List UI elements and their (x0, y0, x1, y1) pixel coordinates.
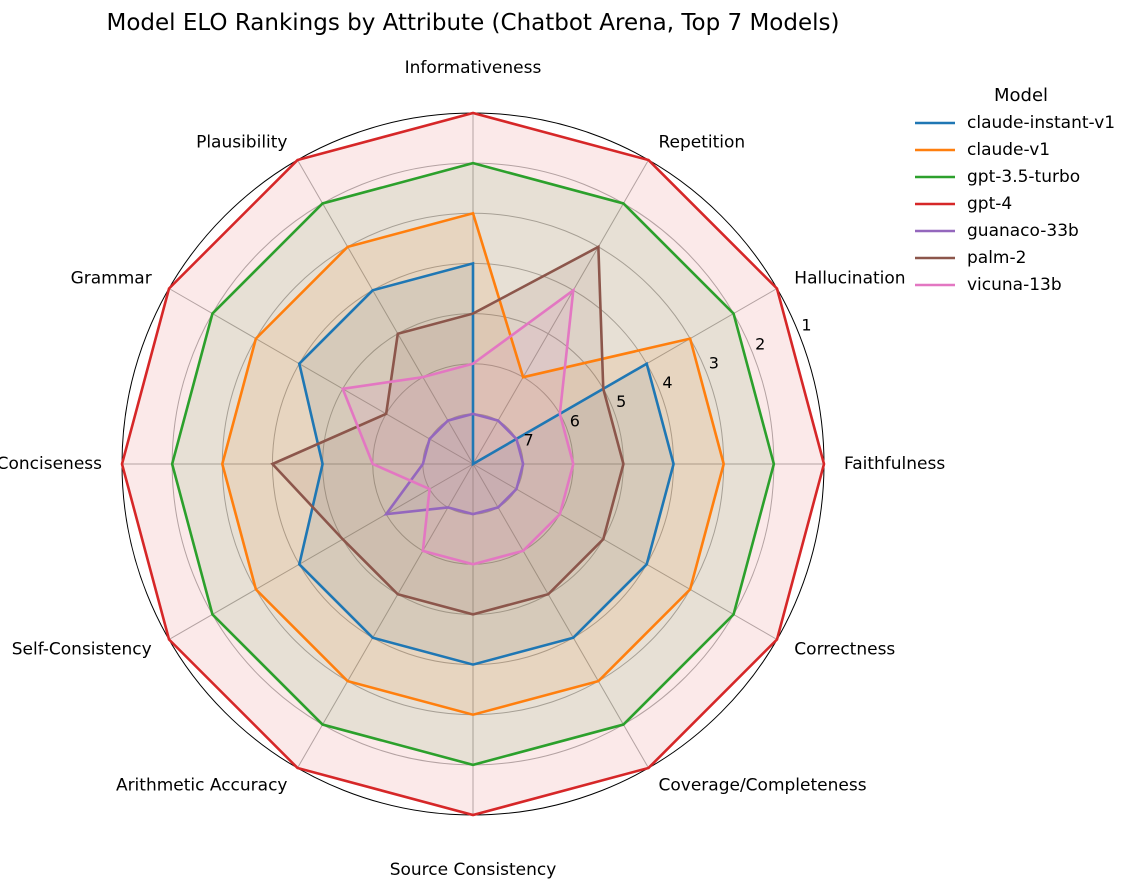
legend-label-gpt-4: gpt-4 (967, 194, 1012, 214)
radial-tick-7: 7 (524, 431, 534, 450)
spoke-coverage-completeness (472, 463, 649, 769)
radial-tick-1: 1 (801, 315, 811, 334)
axis-label-conciseness: Conciseness (0, 454, 102, 474)
axis-label-plausibility: Plausibility (196, 133, 287, 153)
spoke-plausibility (297, 159, 474, 465)
series-fill-palm-2 (272, 246, 624, 615)
axis-label-coverage-completeness: Coverage/Completeness (659, 775, 867, 795)
axis-label-arithmetic-accuracy: Arithmetic Accuracy (116, 775, 288, 795)
series-line-gpt-3.5-turbo (170, 161, 776, 767)
radial-tick-2: 2 (755, 335, 765, 354)
series-fill-vicuna-13b (342, 290, 574, 565)
axis-label-repetition: Repetition (659, 133, 746, 153)
axis-label-source-consistency: Source Consistency (390, 860, 557, 880)
series-line-gpt-4 (120, 111, 826, 817)
radial-tick-4: 4 (662, 373, 672, 392)
axis-label-grammar: Grammar (71, 269, 152, 289)
axis-label-hallucination: Hallucination (794, 269, 905, 289)
legend-label-palm-2: palm-2 (967, 248, 1026, 268)
axis-label-correctness: Correctness (794, 640, 895, 660)
chart-title: Model ELO Rankings by Attribute (Chatbot… (107, 10, 840, 36)
spoke-self-consistency (168, 463, 474, 640)
series-line-palm-2 (270, 244, 625, 616)
legend-label-guanaco-33b: guanaco-33b (967, 221, 1079, 241)
legend-title: Model (994, 85, 1048, 106)
series-line-vicuna-13b (340, 287, 575, 566)
legend-label-claude-v1: claude-v1 (967, 140, 1050, 160)
axis-label-self-consistency: Self-Consistency (12, 640, 152, 660)
series-fill-guanaco-33b (386, 413, 524, 515)
spoke-grammar (168, 288, 474, 465)
radial-tick-3: 3 (709, 354, 719, 373)
legend-label-vicuna-13b: vicuna-13b (967, 275, 1062, 295)
series-line-claude-v1 (220, 211, 726, 717)
radial-tick-5: 5 (616, 392, 626, 411)
axis-label-informativeness: Informativeness (405, 58, 542, 78)
series-line-guanaco-33b (383, 412, 525, 516)
spoke-repetition (472, 159, 649, 465)
spoke-correctness (472, 463, 778, 640)
axis-label-faithfulness: Faithfulness (844, 454, 945, 474)
legend-label-claude-instant-v1: claude-instant-v1 (967, 113, 1115, 133)
radial-tick-6: 6 (570, 411, 580, 430)
series-line-claude-instant-v1 (297, 261, 675, 666)
spoke-arithmetic-accuracy (297, 463, 474, 769)
legend-label-gpt-3.5-turbo: gpt-3.5-turbo (967, 167, 1080, 187)
